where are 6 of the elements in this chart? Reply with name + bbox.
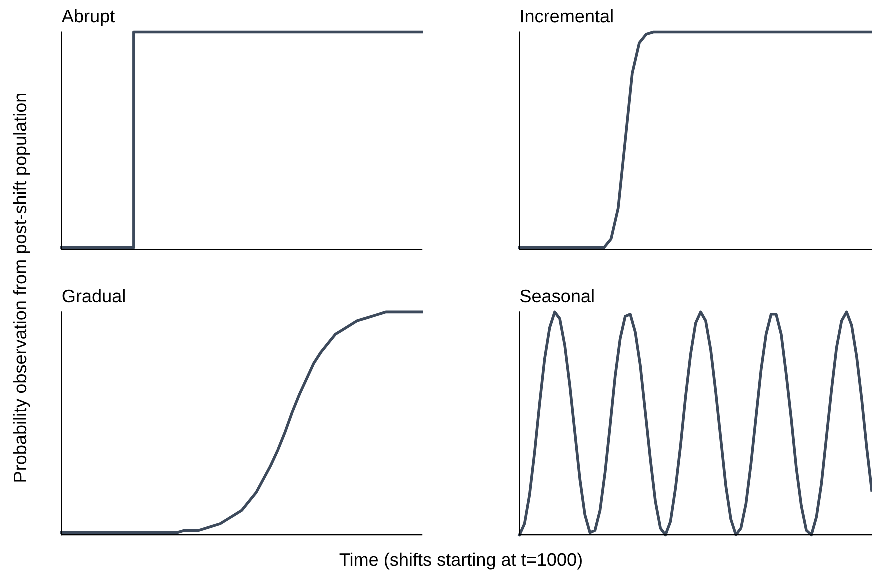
y-axis-title: Probability observation from post-shift population — [13, 94, 30, 482]
chart-title: Seasonal — [520, 289, 594, 303]
chart-title: Gradual — [62, 289, 125, 303]
chart-title: Abrupt — [62, 9, 115, 26]
x-axis-title: Time (shifts starting at t=1000) — [340, 552, 582, 570]
chart-title: Incremental — [521, 9, 613, 23]
